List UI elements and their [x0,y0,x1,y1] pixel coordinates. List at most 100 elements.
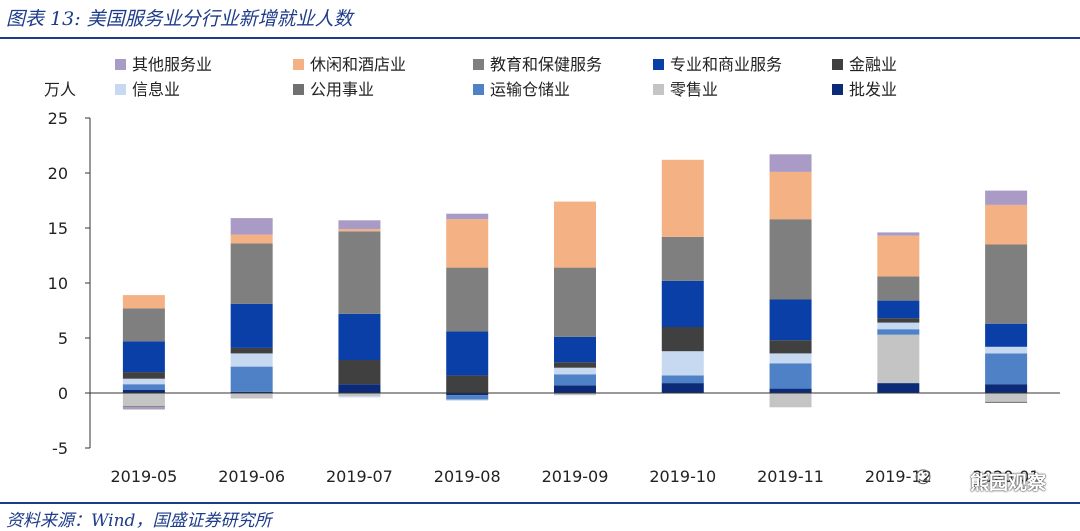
bar-segment [877,383,920,393]
bar-segment [446,375,489,393]
bar-segment [122,389,165,393]
bar-segment [877,318,920,323]
legend-swatch [832,59,843,70]
bar-segment [122,406,165,408]
bar-segment [985,204,1028,245]
bar-segment [661,159,704,237]
bar-segment [122,393,165,407]
bar-segment [230,243,273,304]
bar-segment [230,303,273,348]
x-tick-label: 2019-09 [542,467,609,486]
bar-segment [554,267,596,337]
bar-segment [554,393,596,396]
bar-segment [985,323,1028,347]
bar-segment [769,171,812,220]
bar-segment [554,201,596,268]
bar-segment [769,353,812,364]
bar-segment [446,267,489,332]
bar-segment [122,341,165,373]
legend-label: 信息业 [132,80,180,99]
bar-segment [769,388,812,393]
bar-segment [769,154,812,172]
bar-segment [985,244,1028,324]
bar-segment [661,351,704,376]
bar-segment [554,385,596,393]
bar-segment [877,329,920,335]
y-tick-label: -5 [52,439,68,458]
bar-segment [230,353,273,367]
bar-segment [338,396,381,398]
y-tick-label: 15 [48,219,68,238]
y-tick-label: 25 [48,109,68,128]
bar-segment [122,295,165,309]
x-tick-label: 2019-06 [218,467,285,486]
bar-segment [122,308,165,342]
bar-segment [554,336,596,363]
bar-segment [877,232,920,236]
bar-segment [338,393,381,397]
x-tick-label: 2019-07 [326,467,393,486]
y-axis-unit-label: 万人 [44,80,77,99]
bar-segment [338,384,381,393]
bar-segment [230,234,273,244]
bar-segment [985,353,1028,385]
bar-segment [877,276,920,301]
bar-segment [877,322,920,330]
legend-swatch [653,59,664,70]
bar-segment [122,378,165,385]
bar-segment [985,384,1028,393]
bar-segment [661,327,704,352]
legend-swatch [293,84,304,95]
bar-segment [338,313,381,360]
bar-segment [877,334,920,384]
figure-title: 图表 13: 美国服务业分行业新增就业人数 [6,8,353,30]
legend-swatch [473,59,484,70]
bar-segment [985,346,1028,354]
bar-segment [122,372,165,379]
bar-segment [446,399,489,401]
y-tick-label: 10 [48,274,68,293]
y-tick-label: 20 [48,164,68,183]
x-tick-label: 2020-01 [973,467,1040,486]
bar-segment [661,383,704,393]
bar-segment [554,374,596,386]
bar-segment [985,393,1028,402]
chart-bars [122,154,1028,410]
bar-segment [661,375,704,384]
bar-segment [661,280,704,327]
bar-segment [122,384,165,390]
bar-segment [661,236,704,281]
bar-segment [877,300,920,319]
legend-label: 教育和保健服务 [490,55,602,74]
legend-swatch [293,59,304,70]
legend-swatch [115,59,126,70]
bar-segment [230,366,273,392]
bar-segment [769,363,812,389]
chart-axes: -5 0 5 10 15 20 25 2019-05 2019-06 2019-07 2019-08… [48,109,1060,486]
bar-segment [554,367,596,375]
y-tick-label: 5 [58,329,68,348]
x-tick-label: 2019-12 [865,467,932,486]
bar-segment [769,219,812,300]
source-note: 资料来源：Wind，国盛证券研究所 [6,511,272,531]
legend-swatch [832,84,843,95]
legend-label: 其他服务业 [132,55,212,74]
bar-segment [338,220,381,230]
legend-label: 批发业 [849,80,897,99]
bottom-rule [0,502,1080,504]
legend-swatch [653,84,664,95]
wechat-icon: ☺ [914,468,932,488]
bar-segment [338,231,381,314]
bar-segment [338,360,381,385]
x-tick-label: 2019-11 [757,467,824,486]
x-tick-label: 2019-10 [649,467,716,486]
bar-segment [230,393,273,399]
bar-segment [769,340,812,354]
bar-segment [769,393,812,408]
bar-segment [446,393,489,396]
legend-label: 运输仓储业 [490,80,570,99]
bar-segment [446,331,489,376]
bar-segment [769,299,812,341]
bar-segment [230,391,273,393]
bar-segment [230,218,273,235]
